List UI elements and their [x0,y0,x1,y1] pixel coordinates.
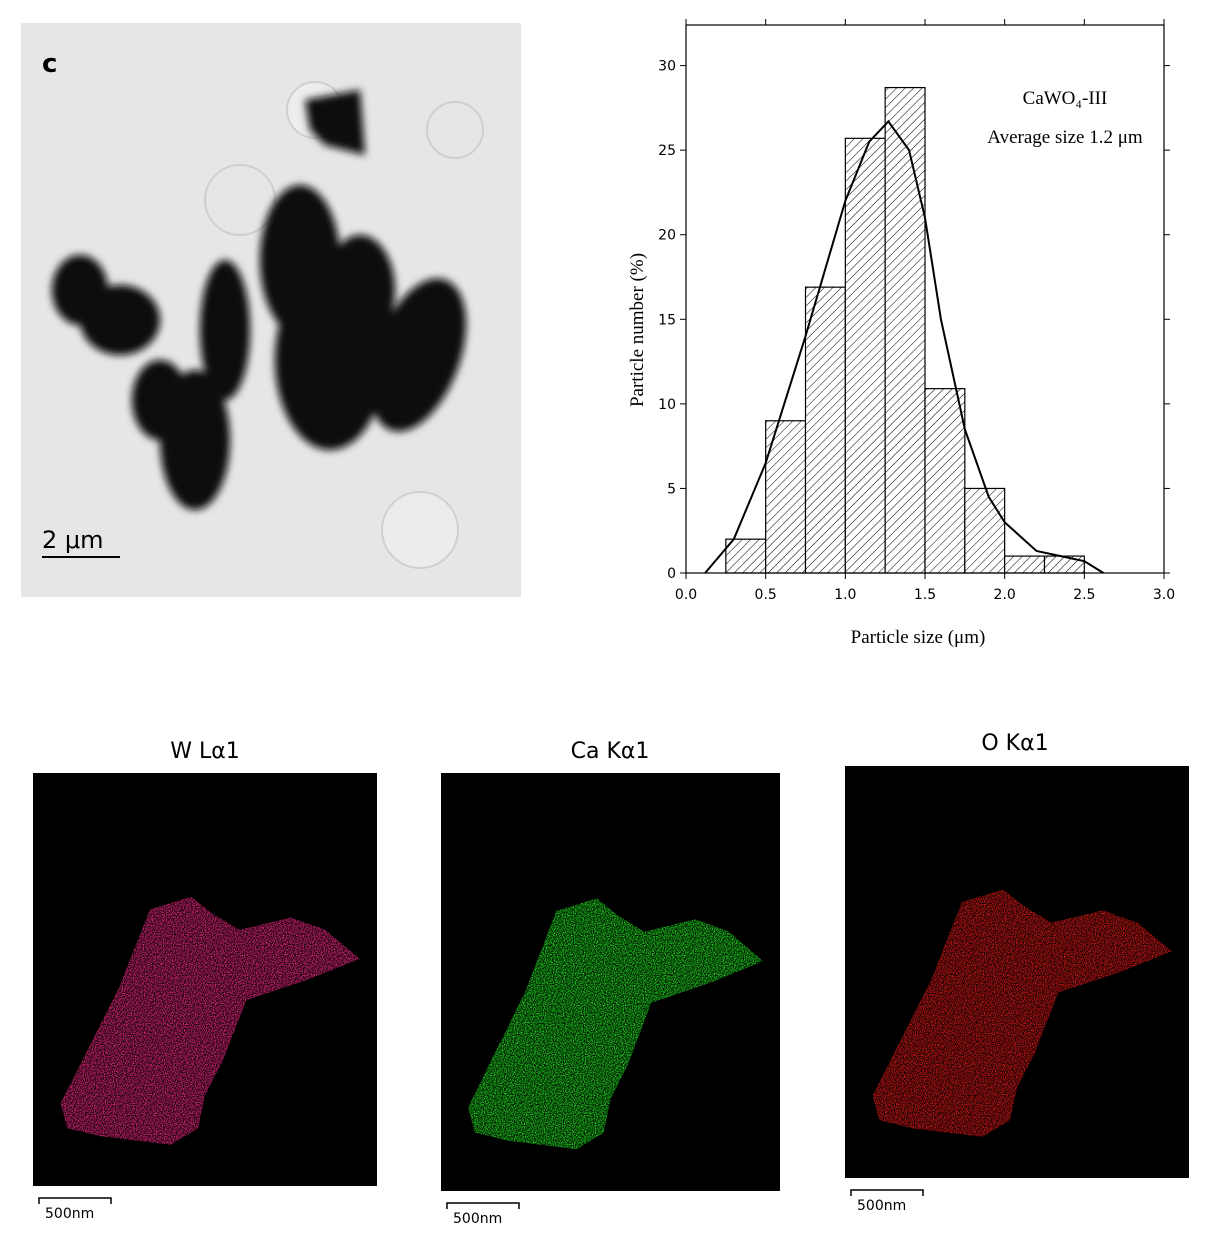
histogram: CaWO₄-III Average size 1.2 μm Particle s… [627,19,1175,648]
bar [844,137,886,574]
map-signal [60,896,360,1145]
map-signal [468,898,763,1150]
panel-label: c [42,49,57,79]
y-tick-label: 5 [667,481,676,497]
bar [1004,555,1046,574]
y-tick-label: 10 [658,397,676,413]
bar [804,286,846,574]
x-tick-label: 0.0 [675,587,697,603]
x-tick-label: 2.5 [1073,587,1095,603]
y-tick-label: 20 [658,228,676,244]
y-tick-label: 0 [667,566,676,582]
map-title: O Kα1 [981,731,1048,756]
x-tick-label: 1.5 [914,587,936,603]
annotation: Average size 1.2 μm [987,127,1143,148]
bar [725,538,767,574]
tem-image: c 2 μm [21,23,521,597]
x-tick-label: 3.0 [1153,587,1175,603]
scale-bar [38,1197,112,1204]
scale-bar [850,1189,924,1196]
bar [1043,555,1085,574]
x-tick-label: 0.5 [755,587,777,603]
y-tick-label: 25 [658,143,676,159]
map-title: Ca Kα1 [571,739,650,764]
scale-bar [446,1202,520,1209]
scale-bar-label: 500nm [453,1211,502,1227]
y-tick-label: 30 [658,59,676,75]
scale-bar-label: 2 μm [42,526,104,554]
scale-bar-label: 500nm [857,1198,906,1214]
element-maps: W Lα1 500nm Ca Kα1 500nm O Kα1 500nm [33,731,1189,1227]
scale-bar-label: 500nm [45,1206,94,1222]
bar [964,487,1006,574]
fit-curve [704,119,1104,574]
bar [884,86,926,574]
y-tick-label: 15 [658,312,676,328]
bar [924,388,966,574]
x-tick-label: 1.0 [834,587,856,603]
map-title: W Lα1 [170,739,240,764]
bar [765,420,807,574]
x-axis-label: Particle size (μm) [851,627,986,648]
y-axis-label: Particle number (%) [627,253,648,407]
x-tick-label: 2.0 [994,587,1016,603]
map-signal [872,889,1172,1137]
annotation: CaWO₄-III [1023,88,1108,109]
